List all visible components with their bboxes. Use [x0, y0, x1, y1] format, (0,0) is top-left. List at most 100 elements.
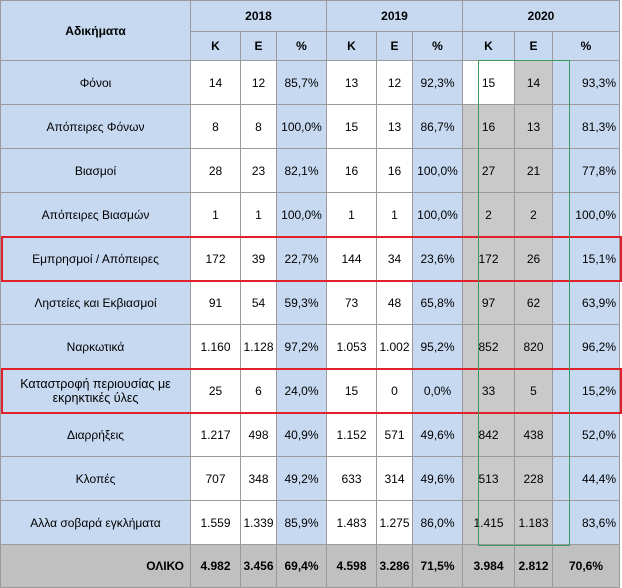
e-2020-cell: 14 [514, 60, 553, 105]
k-2018-cell: 1 [190, 192, 241, 237]
e-2020-cell: 5 [514, 368, 553, 413]
table-row: Απόπειρες Φόνων 8 8 100,0% 15 13 86,7% 16 13 81,3… [0, 104, 620, 149]
k-2020-cell: 27 [462, 148, 515, 193]
e-2020-cell: 2 [514, 192, 553, 237]
k-2020-cell: 15 [462, 60, 515, 105]
pct-2018-cell: 82,1% [276, 148, 327, 193]
k-2020-cell: 33 [462, 368, 515, 413]
sub-header-pct: % [552, 31, 620, 61]
k-2020-cell: 852 [462, 324, 515, 369]
row-label: Ναρκωτικά [0, 324, 191, 369]
pct-2019-cell: 100,0% [412, 148, 463, 193]
pct-2018-cell: 100,0% [276, 104, 327, 149]
pct-2020-cell: 77,8% [552, 148, 620, 193]
pct-2019-cell: 86,0% [412, 500, 463, 545]
row-label: Απόπειρες Βιασμών [0, 192, 191, 237]
table-row: Εμπρησμοί / Απόπειρες 172 39 22,7% 144 34 23,6… [0, 236, 620, 281]
pct-2018-cell: 100,0% [276, 192, 327, 237]
total-value-cell: 3.286 [376, 544, 413, 588]
pct-2020-cell: 63,9% [552, 280, 620, 325]
pct-2018-cell: 22,7% [276, 236, 327, 281]
pct-2020-cell: 100,0% [552, 192, 620, 237]
e-2018-cell: 54 [240, 280, 277, 325]
pct-2020-cell: 96,2% [552, 324, 620, 369]
e-2019-cell: 34 [376, 236, 413, 281]
pct-2018-cell: 59,3% [276, 280, 327, 325]
sub-header-e: Ε [376, 31, 413, 61]
e-2020-cell: 1.183 [514, 500, 553, 545]
k-2018-cell: 8 [190, 104, 241, 149]
row-label: Ληστείες και Εκβιασμοί [0, 280, 191, 325]
e-2019-cell: 16 [376, 148, 413, 193]
row-label: Φόνοι [0, 60, 191, 105]
e-2018-cell: 348 [240, 456, 277, 501]
sub-header-e: Ε [240, 31, 277, 61]
e-2019-cell: 314 [376, 456, 413, 501]
e-2020-cell: 820 [514, 324, 553, 369]
e-2020-cell: 62 [514, 280, 553, 325]
k-2019-cell: 1 [326, 192, 377, 237]
total-value-cell: 70,6% [552, 544, 620, 588]
e-2020-cell: 438 [514, 412, 553, 457]
pct-2019-cell: 65,8% [412, 280, 463, 325]
k-2020-cell: 1.415 [462, 500, 515, 545]
k-2019-cell: 73 [326, 280, 377, 325]
e-2018-cell: 1 [240, 192, 277, 237]
e-2020-cell: 21 [514, 148, 553, 193]
k-2019-cell: 15 [326, 104, 377, 149]
row-label: Αλλα σοβαρά εγκλήματα [0, 500, 191, 545]
table-row: Διαρρήξεις 1.217 498 40,9% 1.152 571 49,6% 842 4… [0, 412, 620, 457]
row-label: Απόπειρες Φόνων [0, 104, 191, 149]
pct-2019-cell: 49,6% [412, 412, 463, 457]
e-2018-cell: 8 [240, 104, 277, 149]
total-value-cell: 71,5% [412, 544, 463, 588]
total-label: ΟΛΙΚΟ [0, 544, 191, 588]
pct-2020-cell: 44,4% [552, 456, 620, 501]
row-label: Διαρρήξεις [0, 412, 191, 457]
e-2018-cell: 23 [240, 148, 277, 193]
pct-2020-cell: 83,6% [552, 500, 620, 545]
k-2019-cell: 15 [326, 368, 377, 413]
table-row: Αλλα σοβαρά εγκλήματα 1.559 1.339 85,9% 1.48… [0, 500, 620, 545]
e-2020-cell: 13 [514, 104, 553, 149]
k-2018-cell: 25 [190, 368, 241, 413]
pct-2018-cell: 24,0% [276, 368, 327, 413]
k-2018-cell: 91 [190, 280, 241, 325]
table-row: Απόπειρες Βιασμών 1 1 100,0% 1 1 100,0% 2 2 100,0… [0, 192, 620, 237]
sub-header-e: Ε [514, 31, 553, 61]
year-2019-header: 2019 [326, 0, 463, 32]
row-label: Βιασμοί [0, 148, 191, 193]
pct-2019-cell: 0,0% [412, 368, 463, 413]
k-2019-cell: 1.483 [326, 500, 377, 545]
e-2019-cell: 1 [376, 192, 413, 237]
e-2019-cell: 1.275 [376, 500, 413, 545]
k-2019-cell: 1.053 [326, 324, 377, 369]
table-row: Ληστείες και Εκβιασμοί 91 54 59,3% 73 48 65,8%… [0, 280, 620, 325]
year-2018-header: 2018 [190, 0, 327, 32]
table-row: Καταστροφή περιουσίας με εκρηκτικές ύλες… [0, 368, 620, 413]
k-2018-cell: 172 [190, 236, 241, 281]
sub-header-k: Κ [190, 31, 241, 61]
e-2019-cell: 571 [376, 412, 413, 457]
k-2018-cell: 28 [190, 148, 241, 193]
k-2019-cell: 633 [326, 456, 377, 501]
pct-2020-cell: 15,2% [552, 368, 620, 413]
k-2018-cell: 1.160 [190, 324, 241, 369]
sub-header-k: Κ [462, 31, 515, 61]
total-value-cell: 4.598 [326, 544, 377, 588]
pct-2020-cell: 81,3% [552, 104, 620, 149]
pct-2018-cell: 85,7% [276, 60, 327, 105]
pct-2018-cell: 49,2% [276, 456, 327, 501]
e-2018-cell: 1.128 [240, 324, 277, 369]
pct-2019-cell: 92,3% [412, 60, 463, 105]
offenses-column-header: Αδικήματα [0, 0, 191, 61]
e-2019-cell: 48 [376, 280, 413, 325]
sub-header-pct: % [412, 31, 463, 61]
e-2020-cell: 228 [514, 456, 553, 501]
sub-header-k: Κ [326, 31, 377, 61]
row-label: Κλοπές [0, 456, 191, 501]
k-2020-cell: 172 [462, 236, 515, 281]
total-value-cell: 2.812 [514, 544, 553, 588]
year-2020-header: 2020 [462, 0, 620, 32]
e-2019-cell: 0 [376, 368, 413, 413]
